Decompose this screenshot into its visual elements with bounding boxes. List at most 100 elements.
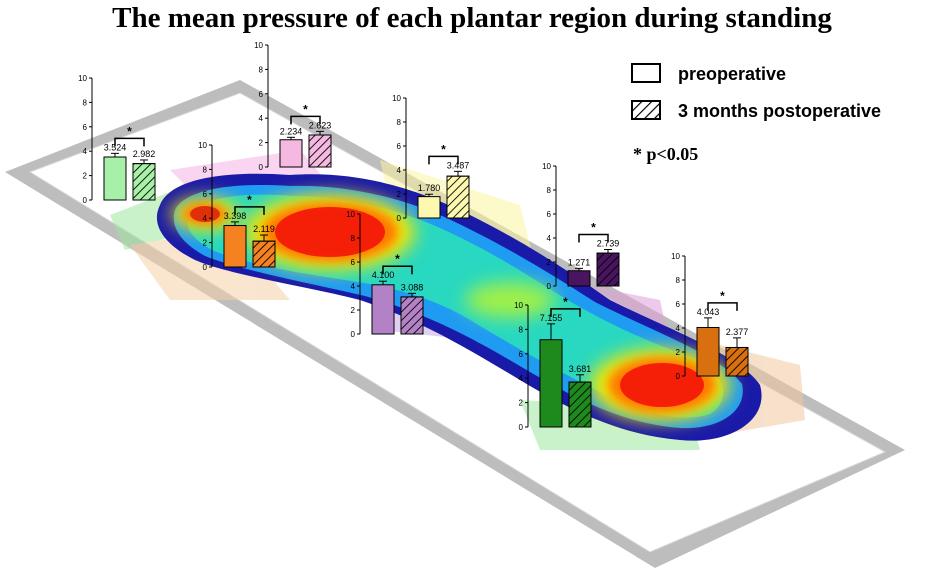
y-tick-label: 2 [259, 139, 264, 148]
significance-star: * [395, 252, 400, 266]
y-tick-label: 8 [397, 118, 402, 127]
data-label: 2.739 [597, 239, 620, 249]
significance-bracket [550, 308, 581, 317]
y-tick-label: 8 [351, 234, 356, 243]
bar-group-6: 0 2 4 6 8 10 1.271 2.739* [542, 162, 620, 291]
y-tick-label: 4 [259, 114, 264, 123]
data-label: 4.100 [372, 270, 395, 280]
significance-bracket [428, 155, 459, 165]
significance-bracket [290, 115, 321, 125]
bar-preoperative [103, 156, 127, 201]
data-label: 3.088 [401, 282, 424, 292]
bar-preoperative [567, 270, 591, 287]
data-label: 3.398 [224, 211, 247, 221]
y-tick-label: 10 [78, 74, 87, 83]
y-tick-label: 8 [203, 165, 208, 174]
y-tick-label: 8 [519, 325, 524, 334]
legend-swatch-preoperative [631, 63, 661, 83]
y-tick-label: 4 [397, 166, 402, 175]
bar-group-4: 0 2 4 6 8 10 1.780 3.487* [392, 94, 470, 223]
y-tick-label: 10 [542, 162, 551, 171]
legend-swatch-postoperative [631, 100, 661, 120]
y-tick-label: 4 [519, 374, 524, 383]
y-tick-label: 0 [547, 282, 552, 291]
significance-star: * [441, 142, 446, 156]
bar-preoperative [223, 225, 247, 268]
data-label: 2.377 [726, 327, 749, 337]
y-tick-label: 6 [547, 210, 552, 219]
y-tick-label: 10 [254, 41, 263, 50]
y-tick-label: 10 [671, 252, 680, 261]
y-tick-label: 4 [203, 214, 208, 223]
data-label: 7.155 [540, 313, 563, 323]
y-tick-label: 0 [203, 263, 208, 272]
bar-preoperative [279, 139, 303, 168]
bar-preoperative [417, 196, 441, 219]
significance-star: * [303, 102, 308, 116]
bar-hatch [596, 252, 620, 287]
bar-preoperative [696, 326, 720, 377]
data-label: 2.119 [253, 224, 275, 234]
y-tick-label: 0 [519, 423, 524, 432]
bar-groups: 02468103.5242.982*02468102.2342.623*0246… [78, 41, 749, 432]
significance-note: * p<0.05 [633, 144, 698, 164]
significance-bracket [234, 206, 265, 215]
y-tick-label: 6 [259, 90, 264, 99]
y-tick-label: 2 [397, 190, 402, 199]
y-tick-label: 4 [83, 147, 88, 156]
bar-hatch [308, 134, 332, 168]
bar-group-3: 0 2 4 6 8 10 3.398 2.119 * [198, 141, 276, 272]
bar-hatch [568, 381, 592, 428]
y-tick-label: 0 [259, 163, 264, 172]
y-tick-label: 2 [83, 172, 88, 181]
pressure-heatmap [156, 173, 762, 441]
y-tick-label: 0 [351, 330, 356, 339]
y-tick-label: 2 [351, 306, 356, 315]
y-tick-label: 4 [351, 282, 356, 291]
y-tick-label: 10 [392, 94, 401, 103]
bar-group-5: 0 2 4 6 8 10 4.100 3.088 * [346, 210, 424, 339]
bar-preoperative [539, 339, 563, 428]
legend-label-preoperative: preoperative [678, 64, 786, 84]
y-tick-label: 6 [397, 142, 402, 151]
significance-star: * [127, 124, 132, 138]
significance-bracket [114, 137, 145, 147]
y-tick-label: 10 [346, 210, 355, 219]
legend-label-postoperative: 3 months postoperative [678, 101, 881, 121]
y-tick-label: 6 [351, 258, 356, 267]
y-tick-label: 6 [203, 190, 208, 199]
bar-hatch [446, 175, 470, 219]
y-tick-label: 0 [676, 372, 681, 381]
y-tick-label: 10 [198, 141, 207, 150]
y-tick-label: 0 [83, 196, 88, 205]
significance-bracket [382, 265, 413, 275]
bar-hatch [400, 296, 424, 335]
bar-hatch [252, 240, 276, 268]
data-label: 1.271 [568, 257, 591, 267]
bar-hatch [132, 163, 156, 201]
y-tick-label: 8 [83, 98, 88, 107]
y-tick-label: 6 [519, 350, 524, 359]
significance-star: * [720, 289, 725, 303]
y-tick-label: 6 [83, 123, 88, 132]
y-tick-label: 4 [676, 324, 681, 333]
data-label: 3.681 [569, 364, 592, 374]
y-tick-label: 8 [676, 276, 681, 285]
significance-bracket [707, 302, 738, 311]
bar-preoperative [371, 284, 395, 335]
y-tick-label: 6 [676, 300, 681, 309]
significance-star: * [591, 221, 596, 235]
bar-group-7: 0 2 4 6 8 10 7.155 3.681 * [514, 295, 592, 432]
significance-star: * [563, 295, 568, 309]
y-tick-label: 8 [259, 65, 264, 74]
y-tick-label: 10 [514, 301, 523, 310]
data-label: 2.234 [280, 126, 303, 136]
y-tick-label: 2 [547, 258, 552, 267]
y-tick-label: 2 [203, 239, 208, 248]
data-label: 2.982 [133, 149, 156, 159]
bar-hatch [725, 346, 749, 377]
y-tick-label: 8 [547, 186, 552, 195]
bar-group-1: 0 2 4 6 8 10 3.524 2.982 * [78, 74, 156, 205]
bar-group-2: 0 2 4 6 8 10 2.234 2.623* [254, 41, 332, 172]
